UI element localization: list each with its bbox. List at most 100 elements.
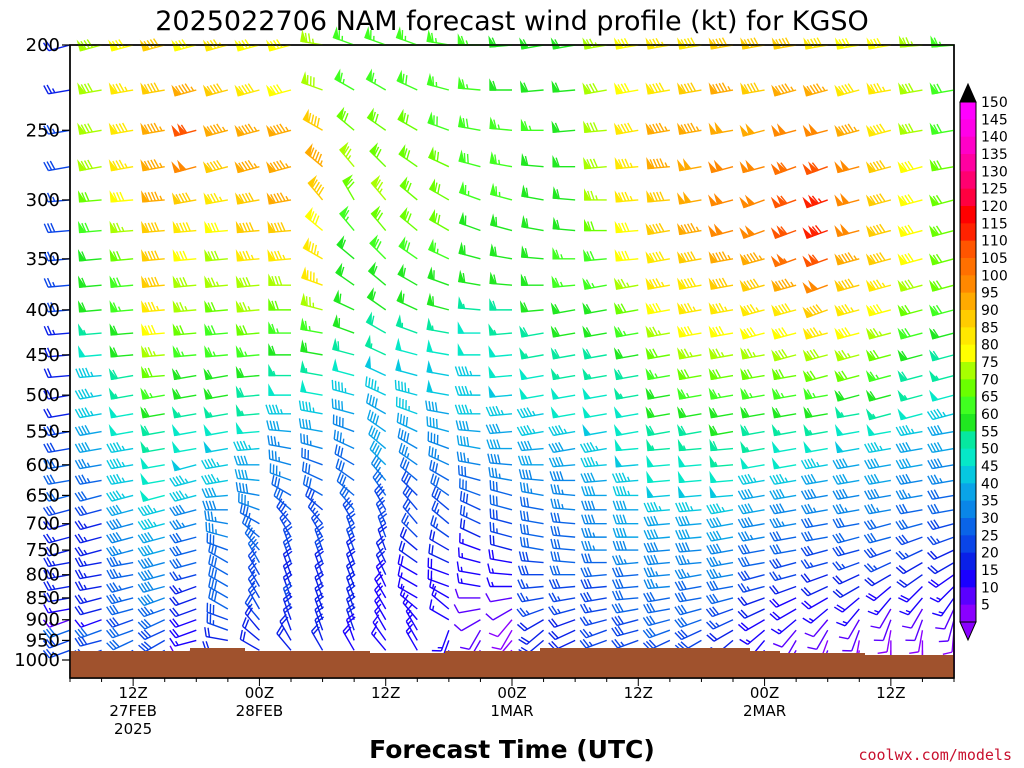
wind-barb [581, 553, 607, 564]
colorbar-label: 55 [981, 424, 999, 440]
wind-barb [366, 107, 387, 131]
wind-barb [426, 292, 450, 311]
wind-barb [895, 549, 923, 561]
wind-barb [332, 314, 355, 334]
wind-barb [932, 597, 955, 617]
wind-barb [489, 298, 512, 311]
wind-barb [706, 580, 734, 592]
wind-barb [613, 423, 639, 437]
wind-barb [489, 480, 513, 497]
wind-barb [708, 325, 734, 338]
wind-barb [234, 469, 260, 482]
wind-barb [77, 159, 102, 172]
colorbar-label: 120 [981, 199, 1008, 215]
wind-barb [307, 498, 324, 525]
wind-barb [370, 175, 387, 201]
colorbar-label: 10 [981, 580, 999, 596]
wind-barb [677, 347, 702, 360]
wind-barb [645, 122, 670, 135]
wind-barb [552, 154, 576, 168]
wind-barb [909, 630, 924, 654]
wind-barb [867, 597, 892, 616]
wind-barb [74, 569, 102, 580]
wind-barb [488, 467, 513, 482]
wind-barb [645, 302, 670, 315]
wind-barb [708, 367, 734, 381]
wind-barb [106, 545, 134, 557]
colorbar-swatch [960, 258, 976, 276]
wind-barb [489, 182, 513, 201]
wind-barb [204, 323, 228, 336]
wind-barb [398, 144, 418, 168]
wind-barb [674, 604, 702, 616]
wind-barb [204, 220, 228, 234]
wind-barb [106, 568, 134, 580]
wind-barb [832, 574, 860, 585]
wind-barb [927, 574, 955, 588]
wind-barb [137, 618, 166, 630]
wind-barb [895, 424, 923, 437]
wind-barb [613, 406, 639, 419]
x-tick-label: 12Z [371, 684, 400, 702]
wind-barb [485, 593, 513, 603]
wind-barb [203, 423, 228, 437]
wind-barb [929, 225, 955, 238]
wind-barb [677, 82, 702, 95]
wind-barb [401, 512, 418, 538]
wind-barb [427, 111, 450, 131]
colorbar-label: 110 [981, 234, 1008, 250]
wind-barb [740, 347, 765, 360]
wind-barb [169, 637, 197, 647]
wind-barb [771, 423, 797, 437]
wind-barb [405, 603, 418, 631]
wind-barb [429, 459, 450, 482]
wind-barb [519, 347, 544, 360]
wind-barb [864, 441, 891, 454]
wind-barb [455, 420, 481, 433]
wind-barb [550, 484, 576, 497]
wind-barb [927, 549, 955, 561]
colorbar-swatch [960, 587, 976, 606]
colorbar-label: 60 [981, 407, 999, 423]
wind-barb [43, 604, 71, 614]
wind-barb [675, 515, 702, 527]
wind-barb [454, 404, 481, 415]
wind-barb [74, 441, 102, 454]
wind-barb [235, 345, 260, 358]
wind-barb [740, 440, 765, 454]
wind-barb [838, 619, 860, 640]
colorbar-swatch [960, 414, 976, 432]
wind-barb [865, 349, 892, 362]
wind-barb [141, 300, 165, 313]
colorbar-label: 65 [981, 390, 999, 406]
wind-barb [802, 161, 828, 176]
wind-barb [865, 223, 892, 238]
wind-barb [832, 503, 860, 515]
wind-barb [865, 159, 892, 174]
wind-barb [769, 544, 797, 555]
wind-barb [429, 529, 450, 551]
wind-barb [399, 457, 418, 481]
wind-barb [612, 540, 639, 551]
wind-barb [395, 337, 418, 356]
wind-barb [396, 412, 418, 433]
wind-barb [427, 431, 450, 450]
wind-barb [800, 559, 828, 569]
wind-barb [169, 519, 197, 531]
wind-barb [548, 592, 576, 603]
wind-barb [485, 608, 513, 621]
wind-barb [201, 458, 228, 470]
wind-barb [106, 441, 134, 454]
wind-barb [612, 527, 639, 538]
wind-barb [769, 558, 797, 569]
wind-barb [520, 118, 544, 131]
wind-barb [140, 457, 165, 470]
wind-barb [611, 625, 639, 637]
wind-barb [642, 615, 671, 627]
wind-barb [674, 580, 702, 592]
wind-barb [310, 623, 324, 651]
wind-barb [208, 554, 229, 576]
wind-barb [456, 435, 481, 450]
wind-barb [929, 194, 955, 207]
wind-barb [487, 453, 513, 466]
